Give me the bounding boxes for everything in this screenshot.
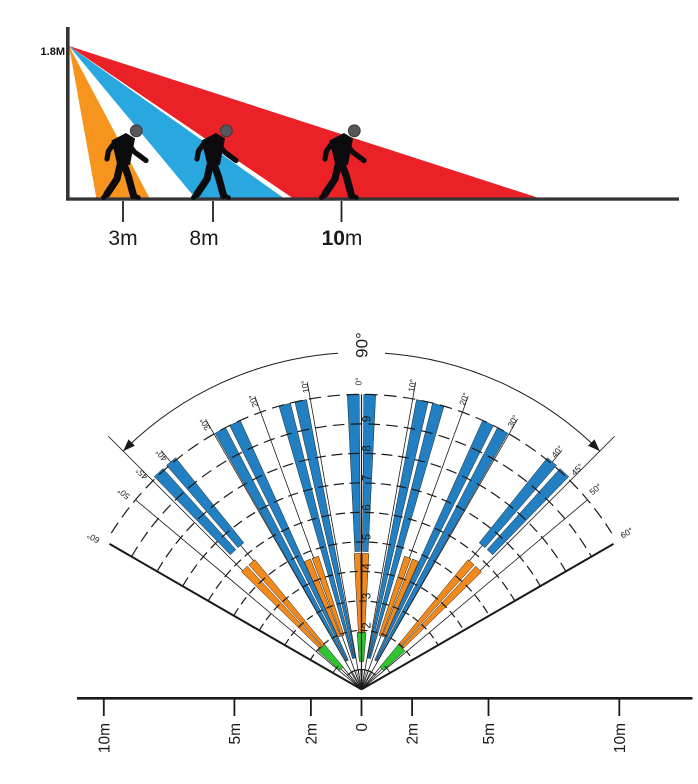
svg-text:10m: 10m (322, 227, 363, 250)
svg-text:10m: 10m (612, 723, 629, 753)
svg-text:90°: 90° (353, 332, 372, 358)
svg-text:7: 7 (362, 475, 374, 481)
svg-text:3m: 3m (108, 227, 137, 250)
svg-text:10m: 10m (96, 723, 113, 753)
svg-text:8: 8 (362, 445, 374, 451)
svg-text:10°: 10° (406, 378, 418, 392)
svg-text:2: 2 (362, 622, 374, 628)
svg-text:4: 4 (362, 563, 374, 570)
svg-text:5m: 5m (481, 723, 498, 745)
svg-text:2m: 2m (303, 723, 320, 745)
svg-text:10°: 10° (299, 379, 311, 393)
svg-text:20°: 20° (457, 391, 471, 407)
svg-text:20°: 20° (246, 393, 260, 409)
svg-text:0°: 0° (354, 377, 364, 385)
svg-text:3: 3 (362, 593, 374, 599)
svg-text:1.8M: 1.8M (41, 46, 65, 58)
svg-text:2m: 2m (405, 723, 422, 745)
svg-text:8m: 8m (189, 227, 218, 250)
svg-text:0: 0 (354, 723, 371, 732)
svg-text:9: 9 (362, 416, 374, 422)
svg-text:5m: 5m (227, 723, 244, 745)
svg-text:6: 6 (362, 504, 374, 510)
svg-text:5: 5 (362, 534, 374, 540)
